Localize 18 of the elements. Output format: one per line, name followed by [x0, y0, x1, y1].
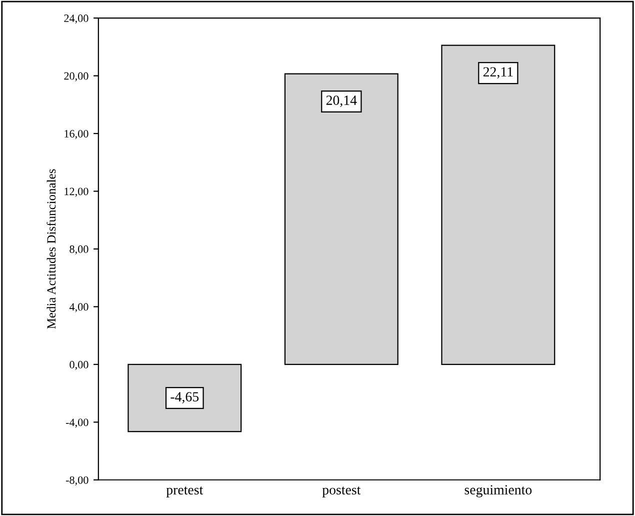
data-label: -4,65 — [170, 392, 199, 404]
y-tick-label: 24,00 — [64, 14, 88, 24]
y-tick-label: -4,00 — [66, 418, 88, 428]
bar — [284, 73, 398, 365]
x-tick-label: seguimiento — [464, 485, 532, 498]
x-tick-label: postest — [322, 486, 361, 498]
y-tick-label: 0,00 — [70, 360, 88, 370]
y-tick-label: -8,00 — [66, 476, 88, 486]
y-tick-label: 20,00 — [64, 72, 88, 82]
data-label: 22,11 — [483, 67, 513, 79]
y-axis-title: Media Actitudes Disfuncionales — [46, 169, 56, 329]
y-tick-label: 12,00 — [64, 188, 88, 197]
y-tick-label: 16,00 — [64, 130, 88, 140]
bar — [441, 44, 556, 365]
data-label: 20,14 — [326, 96, 357, 107]
x-tick-label: pretest — [166, 486, 204, 498]
y-tick-label: 8,00 — [70, 245, 88, 255]
y-tick-label: 4,00 — [69, 303, 88, 312]
